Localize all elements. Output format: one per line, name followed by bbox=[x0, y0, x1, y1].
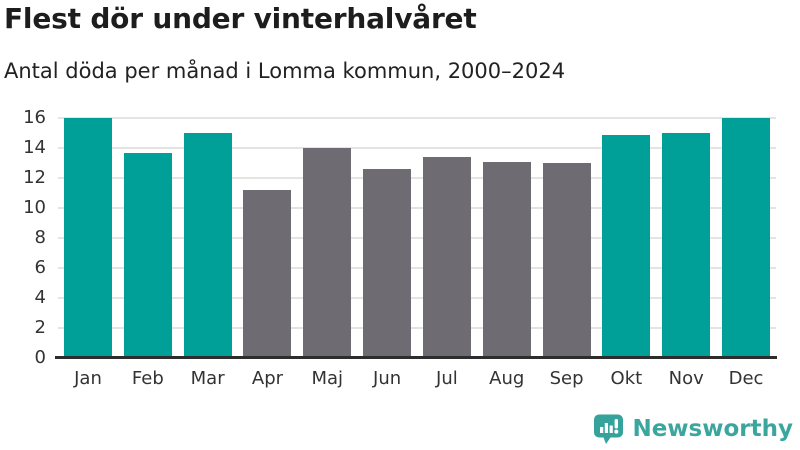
x-tick-label-dec: Dec bbox=[728, 368, 764, 389]
icon-bar-medium bbox=[610, 425, 614, 433]
gridline-y-10 bbox=[58, 207, 776, 209]
gridline-y-2 bbox=[58, 327, 776, 329]
bar-jun bbox=[363, 169, 412, 358]
y-tick-label-2: 2 bbox=[34, 317, 46, 338]
icon-exclamation-dot bbox=[614, 429, 619, 434]
y-tick-label-4: 4 bbox=[34, 287, 46, 308]
x-tick-label-okt: Okt bbox=[610, 368, 643, 389]
y-tick-label-0: 0 bbox=[34, 347, 46, 368]
x-tick-label-jan: Jan bbox=[74, 368, 102, 389]
x-tick-label-jun: Jun bbox=[373, 368, 402, 389]
gridline-y-8 bbox=[58, 237, 776, 239]
x-tick-label-maj: Maj bbox=[311, 368, 344, 389]
x-axis-baseline bbox=[55, 356, 777, 359]
bar-apr bbox=[243, 190, 292, 358]
bar-dec bbox=[722, 118, 771, 358]
x-tick-label-mar: Mar bbox=[190, 368, 225, 389]
y-tick-label-6: 6 bbox=[34, 257, 46, 278]
newsworthy-wordmark: Newsworthy bbox=[632, 416, 793, 442]
gridline-y-16 bbox=[58, 117, 776, 119]
bar-sep bbox=[542, 163, 591, 358]
bar-mar bbox=[183, 133, 232, 358]
bar-nov bbox=[662, 133, 711, 358]
x-tick-label-apr: Apr bbox=[251, 368, 284, 389]
bar-jul bbox=[422, 157, 471, 358]
bar-okt bbox=[602, 134, 651, 358]
chart-title: Flest dör under vinterhalvåret bbox=[4, 2, 477, 35]
x-tick-label-feb: Feb bbox=[131, 368, 164, 389]
y-tick-label-8: 8 bbox=[34, 227, 46, 248]
chart-subtitle: Antal döda per månad i Lomma kommun, 200… bbox=[4, 59, 566, 83]
y-tick-label-10: 10 bbox=[23, 197, 46, 218]
gridline-y-12 bbox=[58, 177, 776, 179]
gridline-y-4 bbox=[58, 297, 776, 299]
bar-aug bbox=[482, 161, 531, 358]
gridline-y-6 bbox=[58, 267, 776, 269]
gridline-y-14 bbox=[58, 147, 776, 149]
newsworthy-icon bbox=[594, 414, 624, 444]
y-tick-label-16: 16 bbox=[23, 107, 46, 128]
bar-maj bbox=[303, 148, 352, 358]
x-tick-label-aug: Aug bbox=[489, 368, 525, 389]
bar-chart-plot-area bbox=[58, 117, 776, 358]
icon-bar-small bbox=[600, 427, 604, 433]
icon-exclamation-stem bbox=[615, 419, 619, 429]
newsworthy-logo: Newsworthy bbox=[592, 413, 793, 445]
x-tick-label-nov: Nov bbox=[668, 368, 704, 389]
bar-feb bbox=[123, 152, 172, 358]
icon-bar-tall bbox=[605, 423, 609, 433]
x-tick-label-jul: Jul bbox=[436, 368, 458, 389]
y-tick-label-14: 14 bbox=[23, 137, 46, 158]
x-tick-label-sep: Sep bbox=[549, 368, 584, 389]
bar-jan bbox=[64, 118, 112, 358]
y-tick-label-12: 12 bbox=[23, 167, 46, 188]
